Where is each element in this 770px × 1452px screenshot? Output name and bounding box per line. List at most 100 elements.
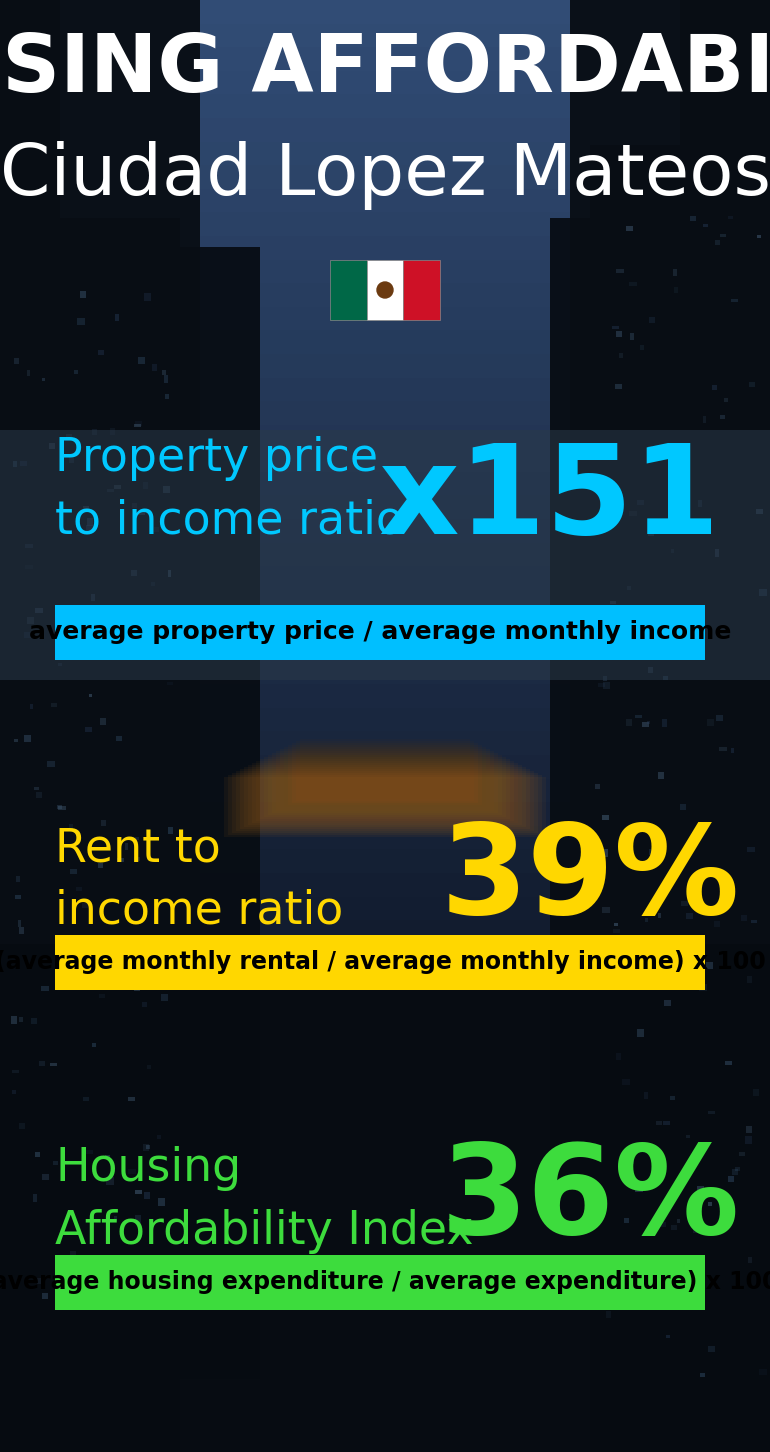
Bar [163, 486, 170, 492]
Bar [69, 456, 74, 463]
Bar [200, 684, 570, 709]
Bar [665, 623, 669, 627]
Bar [614, 929, 620, 932]
Bar [628, 1159, 634, 1163]
Bar [268, 755, 502, 815]
Bar [200, 23, 570, 46]
Bar [596, 986, 604, 989]
Bar [29, 704, 32, 709]
Bar [24, 735, 32, 742]
Bar [86, 526, 93, 533]
Bar [602, 815, 609, 820]
Bar [200, 449, 570, 472]
Bar [728, 1176, 734, 1182]
Bar [99, 350, 104, 356]
Bar [55, 605, 705, 661]
Bar [693, 1230, 699, 1233]
Bar [260, 758, 510, 819]
Bar [604, 960, 610, 964]
Bar [658, 772, 665, 778]
Bar [159, 648, 163, 652]
Bar [660, 1223, 667, 1227]
Bar [18, 1122, 25, 1130]
Bar [200, 661, 570, 684]
Bar [152, 363, 157, 370]
Bar [136, 1215, 141, 1223]
Bar [39, 1061, 45, 1066]
Bar [99, 993, 105, 998]
Bar [745, 1125, 752, 1133]
Bar [200, 543, 570, 566]
Bar [641, 722, 648, 727]
Bar [701, 1374, 705, 1376]
Bar [724, 398, 728, 402]
Bar [42, 378, 45, 382]
Bar [0, 430, 770, 680]
Bar [14, 739, 18, 742]
Bar [720, 234, 725, 237]
Bar [330, 260, 367, 319]
Bar [125, 842, 128, 849]
Bar [200, 896, 570, 921]
Bar [200, 472, 570, 495]
Bar [24, 632, 31, 637]
Bar [616, 1053, 621, 1060]
Bar [59, 662, 62, 666]
Bar [661, 719, 667, 727]
Bar [598, 848, 603, 852]
Bar [649, 849, 654, 855]
Bar [666, 639, 674, 643]
Bar [610, 601, 617, 604]
Bar [117, 858, 124, 862]
Bar [648, 1285, 652, 1289]
Bar [200, 590, 570, 613]
Bar [19, 926, 24, 934]
Bar [256, 761, 514, 820]
Bar [674, 286, 678, 293]
Bar [83, 1098, 89, 1101]
Bar [264, 756, 506, 816]
Bar [751, 921, 757, 923]
Bar [92, 428, 97, 436]
Bar [35, 608, 42, 613]
Bar [671, 1224, 677, 1230]
Bar [731, 748, 735, 754]
Bar [49, 443, 55, 449]
Bar [200, 212, 570, 235]
Bar [20, 460, 27, 466]
Bar [130, 948, 133, 954]
Bar [15, 876, 20, 881]
Bar [129, 1286, 136, 1292]
Bar [656, 1121, 662, 1125]
Bar [200, 166, 570, 189]
Bar [200, 401, 570, 424]
Bar [59, 806, 66, 810]
Bar [128, 1098, 135, 1101]
Bar [681, 900, 688, 906]
Text: x151: x151 [378, 440, 720, 560]
Bar [25, 565, 33, 569]
Bar [142, 1002, 147, 1006]
Bar [630, 333, 634, 340]
Bar [164, 376, 168, 383]
Bar [252, 762, 518, 823]
Bar [644, 1092, 648, 1099]
Bar [732, 299, 738, 302]
Bar [403, 260, 440, 319]
Bar [720, 415, 725, 420]
Bar [200, 189, 570, 212]
Bar [158, 1198, 166, 1207]
Bar [77, 318, 85, 325]
Bar [677, 1220, 681, 1224]
Bar [15, 894, 21, 899]
Bar [200, 283, 570, 306]
Bar [644, 941, 651, 948]
Bar [69, 825, 73, 829]
Text: HOUSING AFFORDABILITY: HOUSING AFFORDABILITY [0, 30, 770, 109]
Bar [648, 530, 654, 536]
Bar [200, 330, 570, 354]
Bar [637, 1029, 644, 1037]
Bar [143, 1144, 149, 1151]
Bar [601, 849, 608, 857]
Bar [690, 216, 696, 221]
